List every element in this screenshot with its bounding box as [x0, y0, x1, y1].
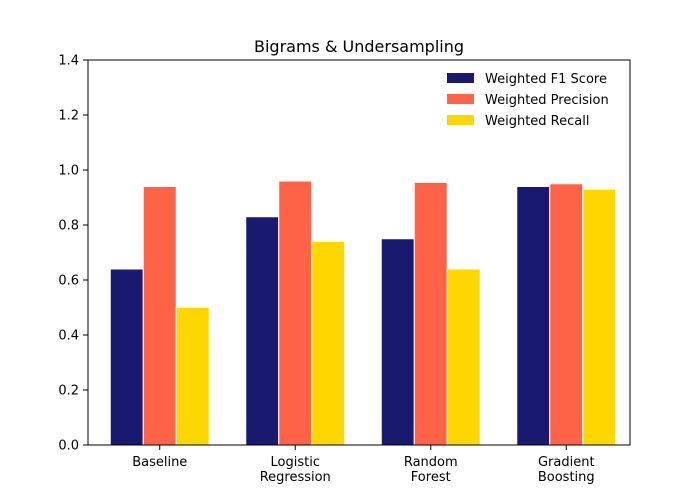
bar [109, 268, 144, 446]
y-axis: 0.0 0.2 0.4 0.6 0.8 1.0 1.2 1.4 [58, 54, 88, 454]
y-tick-label: 1.2 [58, 109, 79, 124]
x-tick-label: Gradient Boosting [538, 455, 595, 485]
bar [380, 238, 415, 446]
bars-layer [109, 180, 617, 446]
x-axis: Baseline Logistic Regression Random Forest Gr… [132, 445, 595, 485]
y-tick-label: 0.2 [58, 384, 79, 399]
legend-label: Weighted Precision [485, 93, 609, 108]
y-tick-label: 0.4 [58, 329, 79, 344]
bar [245, 216, 280, 446]
plot-frame [87, 59, 631, 446]
bar [175, 307, 210, 446]
y-tick-label: 0.8 [58, 219, 79, 234]
x-tick-label: Baseline [132, 455, 187, 470]
y-tick-label: 1.0 [58, 164, 79, 179]
legend-swatch [447, 115, 474, 125]
bar [142, 186, 177, 446]
x-tick-label: Logistic Regression [260, 455, 331, 485]
y-tick-label: 0.6 [58, 274, 79, 289]
y-tick-label: 0.0 [58, 439, 79, 454]
y-tick-label: 1.4 [58, 54, 79, 69]
bar [549, 183, 584, 446]
chart-title: Bigrams & Undersampling [254, 37, 464, 56]
bar [413, 181, 448, 446]
legend-swatch [447, 73, 474, 83]
x-tick-label: Random Forest [404, 455, 458, 485]
legend: Weighted F1 Score Weighted Precision Weigh… [447, 72, 609, 129]
bar [278, 180, 313, 446]
legend-label: Weighted Recall [485, 114, 589, 129]
bar [516, 186, 551, 446]
legend-swatch [447, 94, 474, 104]
bar [446, 268, 481, 446]
bar [582, 188, 617, 446]
legend-label: Weighted F1 Score [485, 72, 607, 87]
bar [311, 241, 346, 446]
